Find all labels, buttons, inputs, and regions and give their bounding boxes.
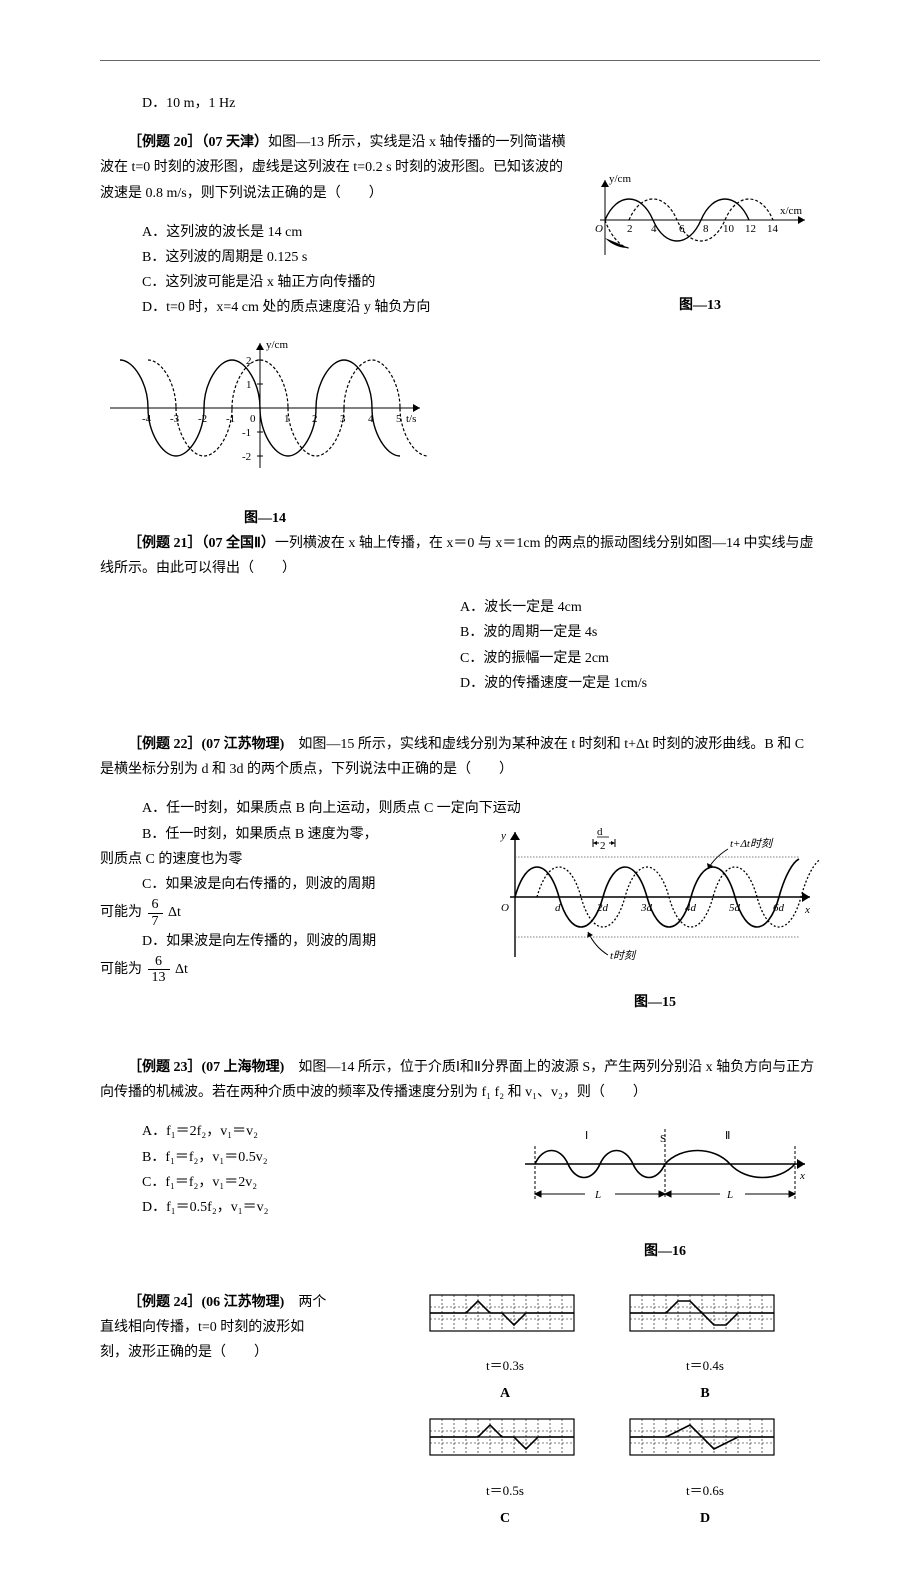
q22-c-post: Δt bbox=[168, 905, 181, 920]
q24-panel-b-svg bbox=[620, 1290, 790, 1345]
svg-text:10: 10 bbox=[723, 223, 735, 235]
q24-time-c: t＝0.5s bbox=[420, 1479, 590, 1502]
q24-panel-c: t＝0.5s C bbox=[420, 1414, 590, 1531]
svg-text:x: x bbox=[804, 904, 810, 916]
q24-panel-c-svg bbox=[420, 1414, 590, 1469]
question-22: ［例题 22］(07 江苏物理) 如图—15 所示，实线和虚线分别为某种波在 t… bbox=[100, 732, 820, 1015]
svg-text:Ⅱ: Ⅱ bbox=[725, 1130, 730, 1142]
q21-opt-d: D．波的传播速度一定是 1cm/s bbox=[460, 671, 820, 696]
svg-text:4: 4 bbox=[651, 223, 657, 235]
svg-text:O: O bbox=[595, 223, 603, 235]
q22-d-fraction: 6 13 bbox=[148, 954, 170, 986]
figure-13-caption: 图—13 bbox=[580, 293, 820, 318]
q24-body1: 两个 bbox=[284, 1295, 326, 1310]
q24-label-b: B bbox=[620, 1381, 790, 1406]
svg-text:14: 14 bbox=[767, 223, 779, 235]
svg-text:y/cm: y/cm bbox=[266, 339, 288, 351]
q22-c-pre: 可能为 bbox=[100, 905, 142, 920]
question-20: y/cm x/cm O 2 4 6 8 10 12 14 bbox=[100, 130, 820, 320]
question-21: y/cm t/s 0 -4 -3 -2 -1 1 2 3 4 5 bbox=[100, 333, 820, 697]
svg-text:L: L bbox=[594, 1189, 601, 1201]
figure-13-box: y/cm x/cm O 2 4 6 8 10 12 14 bbox=[580, 170, 820, 318]
svg-text:x: x bbox=[799, 1170, 805, 1182]
q24-panel-b: t＝0.4s B bbox=[620, 1290, 790, 1407]
q22-c-fraction: 6 7 bbox=[148, 897, 163, 929]
q24-panel-d-svg bbox=[620, 1414, 790, 1469]
q24-time-b: t＝0.4s bbox=[620, 1354, 790, 1377]
figure-13-svg: y/cm x/cm O 2 4 6 8 10 12 14 bbox=[585, 170, 815, 280]
figure-14-box: y/cm t/s 0 -4 -3 -2 -1 1 2 3 4 5 bbox=[100, 333, 430, 531]
figure-15-box: y x O d 2 t bbox=[490, 822, 820, 1015]
q22-opt-a: A．任一时刻，如果质点 B 向上运动，则质点 C 一定向下运动 bbox=[142, 796, 820, 821]
svg-text:t时刻: t时刻 bbox=[610, 949, 637, 962]
q22-c-num: 6 bbox=[148, 897, 163, 913]
q21-options: A．波长一定是 4cm B．波的周期一定是 4s C．波的振幅一定是 2cm D… bbox=[460, 595, 820, 696]
q24-label-a: A bbox=[420, 1381, 590, 1406]
q24-label-d: D bbox=[620, 1506, 790, 1531]
svg-text:0: 0 bbox=[250, 413, 256, 425]
q22-d-post: Δt bbox=[175, 962, 188, 977]
top-residual-option: D．10 m，1 Hz bbox=[142, 91, 820, 116]
q21-opt-b: B．波的周期一定是 4s bbox=[460, 620, 820, 645]
q22-text: ［例题 22］(07 江苏物理) 如图—15 所示，实线和虚线分别为某种波在 t… bbox=[100, 732, 820, 782]
q23-text: ［例题 23］(07 上海物理) 如图—14 所示，位于介质Ⅰ和Ⅱ分界面上的波源… bbox=[100, 1055, 820, 1105]
svg-text:L: L bbox=[726, 1189, 733, 1201]
svg-text:-2: -2 bbox=[242, 451, 251, 463]
figure-15-caption: 图—15 bbox=[490, 990, 820, 1015]
page-top-rule bbox=[100, 60, 820, 61]
svg-text:Ⅰ: Ⅰ bbox=[585, 1130, 588, 1142]
figure-15-svg: y x O d 2 t bbox=[490, 822, 820, 977]
svg-text:t+Δt时刻: t+Δt时刻 bbox=[730, 837, 774, 850]
q24-time-a: t＝0.3s bbox=[420, 1354, 590, 1377]
question-24: t＝0.3s A t＝0.4s B t＝0.5s C bbox=[100, 1290, 820, 1532]
figure-16-caption: 图—16 bbox=[510, 1239, 820, 1264]
svg-text:y: y bbox=[500, 830, 506, 842]
q23-header: ［例题 23］(07 上海物理) bbox=[128, 1060, 284, 1075]
q22-d-num: 6 bbox=[148, 954, 170, 970]
svg-text:y/cm: y/cm bbox=[609, 173, 631, 185]
figure-16-svg: x S Ⅰ Ⅱ bbox=[515, 1119, 815, 1219]
svg-text:O: O bbox=[501, 902, 509, 914]
q24-panel-a: t＝0.3s A bbox=[420, 1290, 590, 1407]
option-d-prev: D．10 m，1 Hz bbox=[142, 96, 235, 111]
q24-header: ［例题 24］(06 江苏物理) bbox=[128, 1295, 284, 1310]
question-23: ［例题 23］(07 上海物理) 如图—14 所示，位于介质Ⅰ和Ⅱ分界面上的波源… bbox=[100, 1055, 820, 1264]
q21-header: ［例题 21］（07 全国Ⅱ） bbox=[128, 536, 275, 551]
svg-text:12: 12 bbox=[745, 223, 756, 235]
q21-opt-a: A．波长一定是 4cm bbox=[460, 595, 820, 620]
svg-text:d: d bbox=[597, 826, 603, 838]
svg-text:t/s: t/s bbox=[406, 413, 416, 425]
q20-header: ［例题 20］（07 天津） bbox=[128, 135, 268, 150]
svg-text:3: 3 bbox=[340, 413, 346, 425]
svg-text:1: 1 bbox=[246, 379, 252, 391]
q21-opt-c: C．波的振幅一定是 2cm bbox=[460, 646, 820, 671]
svg-text:-1: -1 bbox=[242, 427, 251, 439]
q22-d-den: 13 bbox=[148, 970, 170, 985]
figure-14-caption: 图—14 bbox=[100, 506, 430, 531]
figure-14-svg: y/cm t/s 0 -4 -3 -2 -1 1 2 3 4 5 bbox=[100, 333, 430, 493]
svg-text:2: 2 bbox=[600, 840, 606, 852]
svg-text:d: d bbox=[555, 902, 561, 914]
q24-panel-a-svg bbox=[420, 1290, 590, 1345]
svg-text:2: 2 bbox=[627, 223, 633, 235]
svg-text:x/cm: x/cm bbox=[780, 205, 802, 217]
q22-c-den: 7 bbox=[148, 914, 163, 929]
figure-16-box: x S Ⅰ Ⅱ bbox=[510, 1119, 820, 1263]
q24-time-d: t＝0.6s bbox=[620, 1479, 790, 1502]
q24-panel-d: t＝0.6s D bbox=[620, 1414, 790, 1531]
q22-header: ［例题 22］(07 江苏物理) bbox=[128, 737, 284, 752]
q24-panels: t＝0.3s A t＝0.4s B t＝0.5s C bbox=[390, 1290, 820, 1532]
q24-label-c: C bbox=[420, 1506, 590, 1531]
svg-text:8: 8 bbox=[703, 223, 709, 235]
q22-d-pre: 可能为 bbox=[100, 962, 142, 977]
svg-text:-1: -1 bbox=[226, 413, 235, 425]
